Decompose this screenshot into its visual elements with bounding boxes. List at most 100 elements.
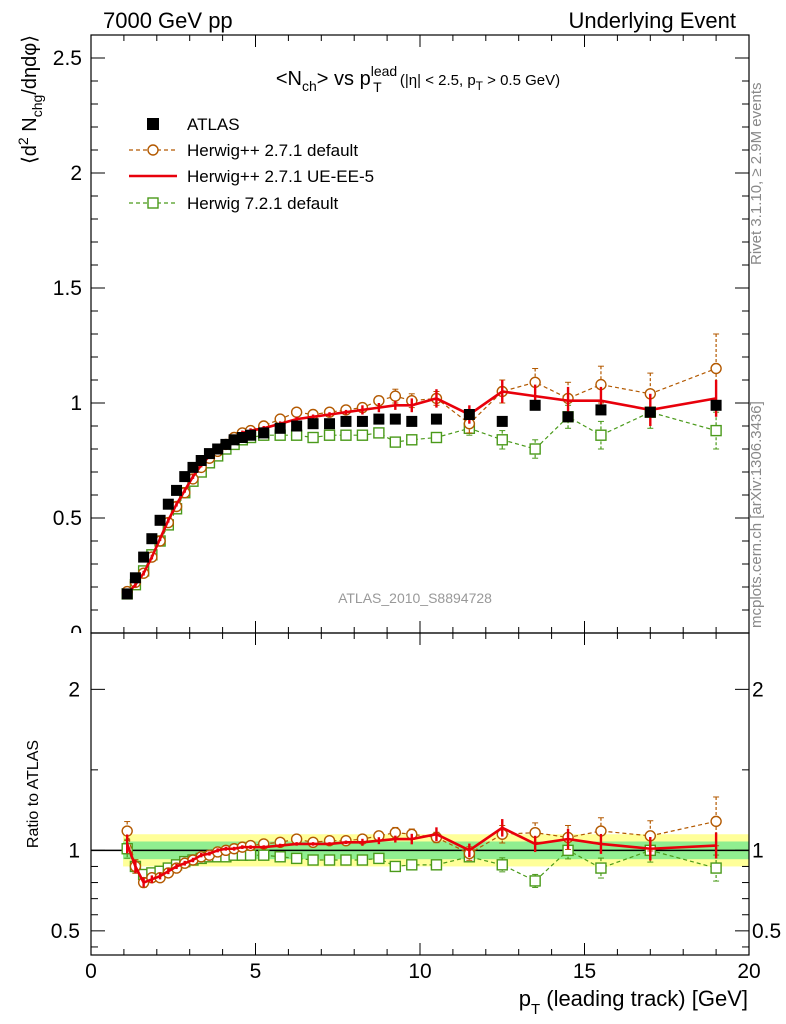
ratio-herwig7-default-point <box>244 849 257 861</box>
atlas-data-point <box>324 418 336 430</box>
atlas-data-point <box>236 432 248 443</box>
header-left: 7000 GeV pp <box>103 8 233 33</box>
atlas-data-point <box>389 413 401 425</box>
atlas-data-point <box>228 434 240 446</box>
top-herwigpp-ue-ee-5-line <box>126 390 717 595</box>
atlas-data-point <box>340 415 352 427</box>
ratio-y-tick-label-left: 1 <box>68 839 80 862</box>
y-tick-label: 1 <box>70 392 82 415</box>
ratio-herwig7-default-point <box>529 875 541 887</box>
ratio-herwig7-default-point <box>340 854 352 866</box>
ratio-herwig7-default-point <box>307 854 319 866</box>
atlas-data-point <box>274 422 286 434</box>
ratio-herwig7-default-point <box>496 859 508 871</box>
top-herwig7-default-point <box>373 427 385 439</box>
top-herwig7-default-point <box>389 436 402 448</box>
ratio-y-tick-label-right: 0.5 <box>752 920 781 943</box>
atlas-data-point <box>710 399 722 411</box>
atlas-data-point <box>258 427 270 439</box>
top-herwigpp-default-line <box>126 367 717 592</box>
ratio-herwig7-default-point <box>373 852 385 865</box>
top-herwig7-default-line <box>126 411 717 595</box>
y-tick-label: 0.5 <box>53 507 82 530</box>
ratio-herwig7-default-point <box>710 862 722 874</box>
legend-label: Herwig++ 2.7.1 UE-EE-5 <box>187 167 374 186</box>
ratio-y-tick-label-left: 0.5 <box>51 920 80 943</box>
x-axis-label: pT (leading track) [GeV] <box>519 986 748 1018</box>
top-herwig7-default-point <box>290 429 303 441</box>
top-herwigpp-default-point <box>710 362 722 375</box>
legend-marker-atlas <box>147 118 159 130</box>
ratio-herwig7-default-point <box>406 859 418 871</box>
top-herwig7-default-point <box>595 429 607 441</box>
atlas-data-point <box>203 448 215 460</box>
top-herwig7-default-point <box>307 431 319 444</box>
atlas-data-point <box>138 551 150 563</box>
atlas-data-point <box>406 415 418 427</box>
atlas-data-point <box>356 415 368 427</box>
legend-label: Herwig 7.2.1 default <box>187 194 338 213</box>
legend-marker-herwigpp-default <box>147 144 159 156</box>
x-tick-label: 0 <box>85 960 97 983</box>
atlas-data-point <box>291 420 303 432</box>
top-herwig7-default-point <box>406 434 418 446</box>
atlas-data-point <box>212 443 224 455</box>
y-tick-label: 1.5 <box>53 277 82 300</box>
top-herwigpp-default-point <box>290 406 303 418</box>
atlas-data-point <box>179 471 191 483</box>
top-herwig7-default-point <box>710 424 722 437</box>
ratio-y-axis-label: Ratio to ATLAS <box>25 740 42 848</box>
y-tick-label: 2.5 <box>53 47 82 70</box>
top-herwig7-default-point <box>430 431 443 444</box>
ratio-herwig7-default-point <box>258 849 270 861</box>
x-tick-label: 5 <box>250 960 262 983</box>
top-herwig7-default-point <box>496 434 508 446</box>
ratio-herwig7-default-line <box>126 848 717 882</box>
ratio-herwig7-default-point <box>356 854 369 866</box>
x-tick-label: 15 <box>573 960 596 983</box>
y-axis-label: ⟨d2 Nchg/dηdφ⟩ <box>15 35 45 164</box>
ratio-herwig7-default-point <box>595 862 607 874</box>
atlas-data-point <box>529 399 541 411</box>
atlas-data-point <box>146 533 158 545</box>
atlas-data-point <box>496 415 508 427</box>
atlas-data-point <box>595 404 607 416</box>
top-herwigpp-default-point <box>389 390 402 402</box>
plot-title: <Nch> vs plead T (|η| < 2.5, pT > 0.5 GeV… <box>276 63 560 95</box>
atlas-data-point <box>162 498 174 510</box>
atlas-data-point <box>307 418 319 430</box>
atlas-data-point <box>430 413 442 425</box>
atlas-data-point <box>562 411 574 423</box>
y-tick-label: 2 <box>70 162 82 185</box>
ratio-herwig7-default-point <box>274 851 286 863</box>
y-tick-label-zero: 0 <box>70 622 82 645</box>
atlas-data-point <box>644 406 656 418</box>
atlas-data-point <box>129 572 141 584</box>
header-right: Underlying Event <box>568 8 736 33</box>
ratio-y-tick-label-right: 2 <box>752 678 764 701</box>
ratio-herwig7-default-point <box>430 859 443 871</box>
ratio-herwigpp-ue-ee-5-line <box>125 826 717 885</box>
legend-label: ATLAS <box>187 115 240 134</box>
atlas-data-point <box>154 514 166 526</box>
ratio-herwig7-default-point <box>323 854 336 866</box>
ratio-herwig7-default-point <box>389 860 402 873</box>
ratio-herwigpp-default-point <box>710 815 722 828</box>
atlas-data-point <box>245 429 257 441</box>
top-herwig7-default-point <box>529 443 541 455</box>
ratio-y-tick-label-right: 1 <box>752 839 764 862</box>
top-herwig7-default-point <box>323 429 336 441</box>
atlas-data-point <box>195 455 207 466</box>
atlas-data-point <box>220 438 232 450</box>
atlas-data-point <box>463 409 475 420</box>
ratio-plot-frame <box>90 632 750 956</box>
legend-marker-herwig7-default <box>147 197 159 209</box>
x-tick-label: 10 <box>408 960 431 983</box>
atlas-data-point <box>171 484 183 496</box>
analysis-watermark: ATLAS_2010_S8894728 <box>338 590 492 606</box>
ratio-y-tick-label-left: 2 <box>68 678 80 701</box>
atlas-data-point <box>373 413 385 425</box>
legend-label: Herwig++ 2.7.1 default <box>187 141 358 160</box>
top-herwig7-default-point <box>356 429 369 441</box>
